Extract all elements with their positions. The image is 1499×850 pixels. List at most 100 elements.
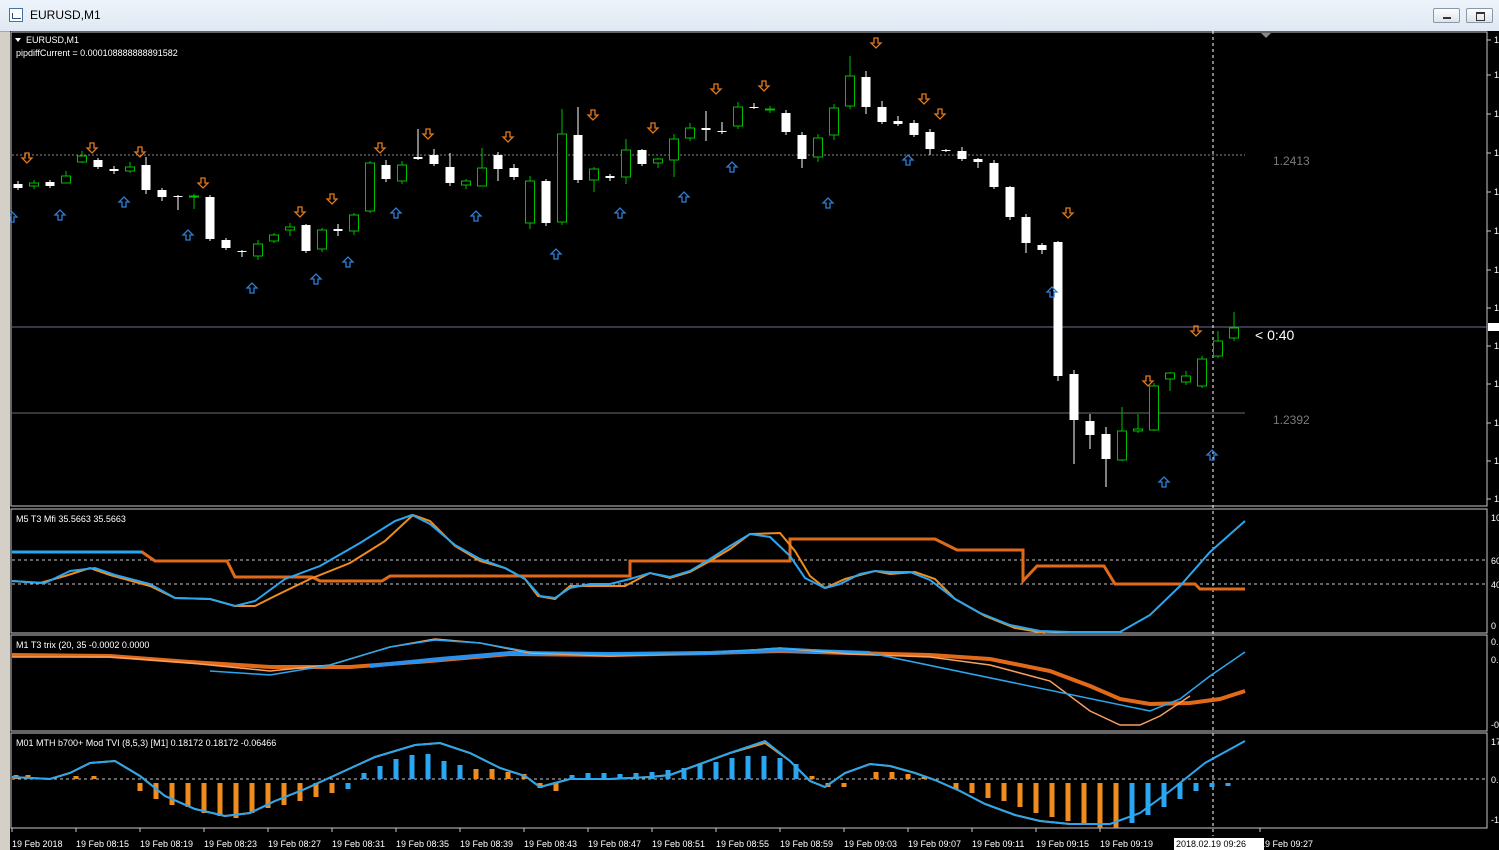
candle-body [1085, 421, 1095, 435]
time-tick-label: 19 Feb 09:19 [1100, 839, 1153, 849]
tvi-histogram-bar [377, 766, 383, 779]
candle-body [493, 155, 503, 169]
candle-body [157, 190, 167, 197]
tvi-histogram-bar [201, 783, 207, 813]
shift-marker-icon[interactable] [1261, 33, 1271, 38]
buy-arrow-icon [821, 197, 835, 209]
candle-body [269, 234, 279, 242]
sell-arrow-icon [373, 142, 387, 154]
tvi-histogram-bar [809, 776, 815, 779]
candle-body [669, 138, 679, 161]
buy-arrow-icon [613, 207, 627, 219]
crosshair-time-label: 2018.02.19 09:26 [1176, 839, 1246, 849]
sell-arrow-icon [196, 177, 210, 189]
candle-body [701, 128, 711, 130]
sell-arrow-icon [757, 80, 771, 92]
tvi-histogram-bar [441, 761, 447, 779]
candle-body [813, 137, 823, 158]
tvi-histogram-bar [329, 783, 335, 793]
price-tick-label: 1 [1494, 303, 1499, 313]
tvi-histogram-bar [1177, 783, 1183, 799]
tvi-histogram-bar [91, 776, 97, 779]
tvi-histogram-bar [137, 783, 143, 791]
price-tick-label: 1 [1494, 70, 1499, 80]
time-tick-label: 19 Feb 09:03 [844, 839, 897, 849]
candle-body [877, 107, 887, 122]
tvi-histogram-bar [1049, 783, 1055, 817]
tvi-histogram-bar [537, 783, 543, 788]
trix-axis-3: -0 [1491, 720, 1499, 730]
sell-arrow-icon [869, 37, 883, 49]
time-tick-label: 19 Feb 08:59 [780, 839, 833, 849]
candle-body [381, 165, 391, 179]
chart-frame: 1.2413 1.2392 < 0:40 EURUSD,M1 pipdiffCu… [10, 31, 1499, 850]
tvi-histogram-bar [153, 783, 159, 799]
tvi-histogram-bar [185, 783, 191, 807]
candle-body [861, 77, 871, 107]
tvi-histogram-bar [601, 773, 607, 779]
tvi-histogram-bar [681, 768, 687, 779]
tvi-histogram-bar [1193, 783, 1199, 791]
time-tick-label: 19 Feb 09:07 [908, 839, 961, 849]
tvi-histogram-bar [793, 764, 799, 779]
buy-arrow-icon [677, 191, 691, 203]
time-tick-label: 19 Feb 2018 [12, 839, 63, 849]
time-tick-label: 19 Feb 09:15 [1036, 839, 1089, 849]
candle-body [45, 182, 55, 186]
mfi-axis-60: 60 [1491, 556, 1499, 566]
indicator-info-text: pipdiffCurrent = 0.000108888888891582 [16, 48, 178, 58]
tvi-histogram-bar [361, 773, 367, 779]
time-tick-label: 19 Feb 08:27 [268, 839, 321, 849]
mfi-axis-0: 0 [1491, 621, 1496, 631]
buy-arrow-icon [181, 229, 195, 241]
candle-body [285, 226, 295, 231]
candle-body [541, 181, 551, 223]
sell-arrow-icon [1189, 325, 1203, 337]
candle-body [61, 175, 71, 184]
price-tick-label: 1 [1494, 418, 1499, 428]
chart-canvas[interactable]: 1.2413 1.2392 < 0:40 EURUSD,M1 pipdiffCu… [10, 31, 1499, 850]
candle-body [909, 123, 919, 135]
buy-arrow-icon [1205, 449, 1219, 461]
candle-body [1165, 372, 1175, 380]
trix-blue-line [209, 639, 1246, 712]
candle-body [205, 197, 215, 239]
sell-arrow-icon [293, 206, 307, 218]
candle-body [685, 127, 695, 139]
time-axis: 19 Feb 2018 19 Feb 08:15 19 Feb 08:19 19 Fe… [11, 828, 1313, 849]
time-tick-label: 19 Feb 09:27 [1260, 839, 1313, 849]
candle-body [1117, 430, 1127, 461]
buy-arrow-icon [1157, 476, 1171, 488]
tvi-histogram-bar [889, 772, 895, 779]
bar-countdown: < 0:40 [1255, 327, 1295, 343]
price-axis: 1 1 1 1 1 1 1 1 1 1 1 1 1 [1487, 35, 1499, 504]
sell-arrow-icon [133, 146, 147, 158]
main-panel-label: EURUSD,M1 [26, 35, 79, 45]
trix-axis-1: 0. [1491, 637, 1499, 647]
candle-body [29, 182, 39, 187]
time-tick-label: 19 Feb 08:23 [204, 839, 257, 849]
tvi-histogram-bar [697, 764, 703, 779]
tvi-histogram-bar [585, 773, 591, 779]
candle-body [109, 169, 119, 171]
candle-body [589, 168, 599, 181]
tvi-histogram-bar [457, 765, 463, 779]
candle-body [573, 135, 583, 180]
minimize-button[interactable] [1433, 8, 1460, 23]
candle-body [461, 180, 471, 186]
tvi-histogram-bar [393, 759, 399, 779]
buy-arrow-icon [117, 196, 131, 208]
candle-body [925, 132, 935, 149]
mfi-panel-label: M5 T3 Mfi 35.5663 35.5663 [16, 514, 126, 524]
candle-body [1005, 187, 1015, 217]
collapse-icon[interactable] [15, 38, 21, 42]
candle-body [237, 251, 247, 252]
maximize-button[interactable] [1466, 8, 1493, 23]
tvi-panel-label: M01 MTH b700+ Mod TVI (8,5,3) [M1] 0.181… [16, 738, 276, 748]
buy-arrow-icon [10, 211, 19, 223]
buy-arrow-icon [341, 256, 355, 268]
candle-body [13, 184, 23, 188]
tvi-histogram-bar [1017, 783, 1023, 807]
tvi-histogram-bar [169, 783, 175, 805]
candle-body [189, 195, 199, 198]
